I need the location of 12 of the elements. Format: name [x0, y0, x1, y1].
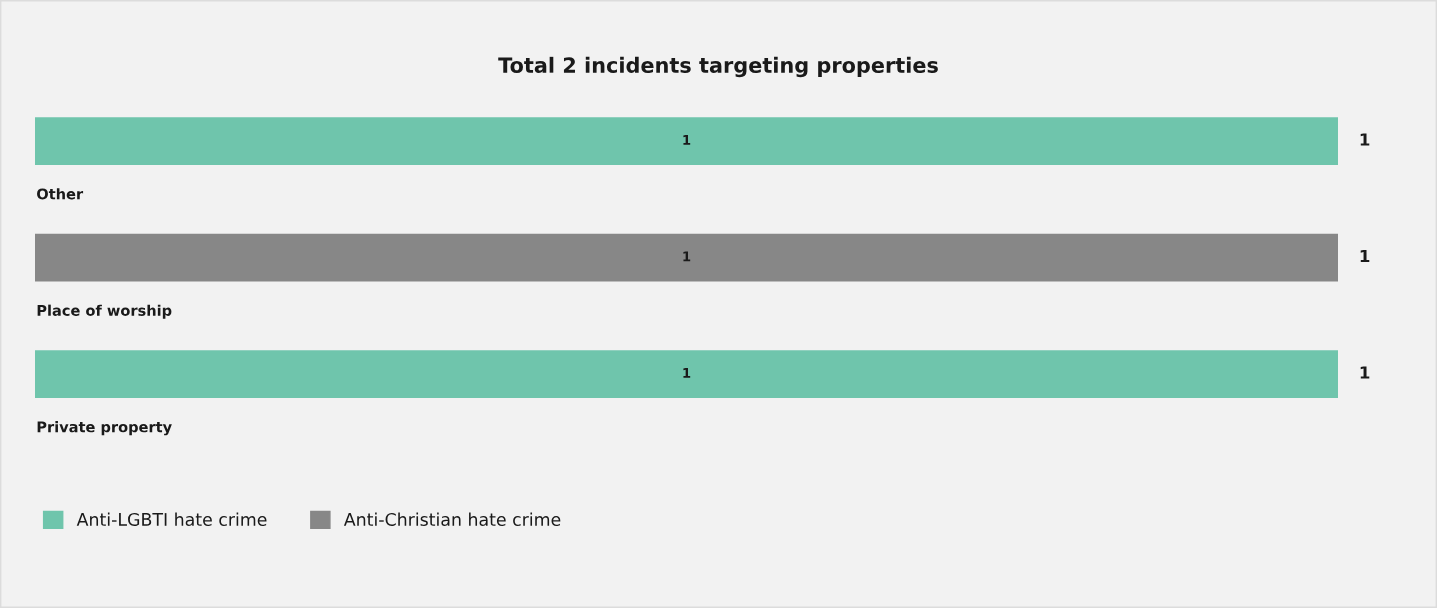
total-label: 1	[1360, 249, 1370, 263]
data-label: 1	[683, 251, 691, 262]
legend-label: Anti-LGBTI hate crime	[76, 512, 267, 527]
chart-title: Total 2 incidents targeting properties	[498, 56, 938, 78]
y-tick-label: Other	[37, 188, 84, 200]
data-label: 1	[683, 135, 691, 145]
legend-label: Anti-Christian hate crime	[343, 512, 561, 527]
y-tick-label: Place of worship	[37, 304, 172, 319]
data-label: 1	[683, 368, 691, 378]
total-label: 1	[1360, 366, 1370, 379]
y-tick-label: Private property	[37, 421, 172, 436]
total-label: 1	[1360, 133, 1370, 146]
